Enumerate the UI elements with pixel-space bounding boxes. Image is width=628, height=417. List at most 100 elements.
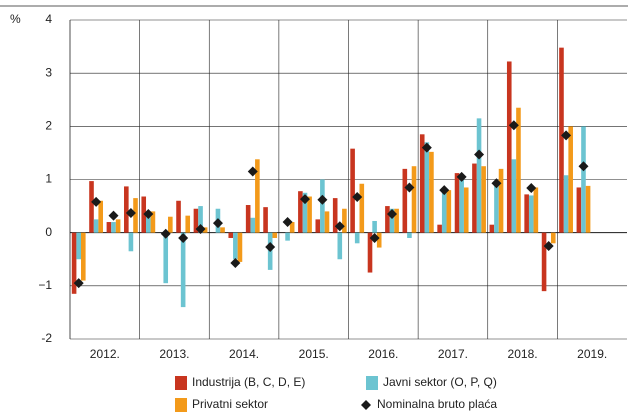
- bar: [202, 227, 208, 233]
- y-tick-label: 2: [45, 119, 52, 133]
- bar: [146, 216, 151, 233]
- bar: [298, 191, 303, 233]
- diamond-marker: [491, 178, 502, 189]
- bar: [419, 134, 425, 233]
- bar: [89, 181, 94, 233]
- x-tick-label: 2017.: [438, 347, 468, 361]
- legend-label: Nominalna bruto plaća: [377, 397, 497, 411]
- diamond-marker: [526, 183, 537, 194]
- bar: [463, 187, 469, 233]
- bar: [528, 195, 534, 233]
- diamond-marker: [352, 192, 363, 203]
- bar: [437, 224, 442, 233]
- bar: [541, 232, 547, 292]
- diamond-marker: [160, 228, 171, 239]
- bar: [585, 185, 591, 233]
- bar: [263, 207, 268, 233]
- diamond-marker: [299, 194, 310, 205]
- y-tick-label: 1: [45, 172, 52, 186]
- bar: [220, 227, 225, 233]
- diamond-marker: [387, 209, 398, 220]
- diamond-marker: [143, 209, 154, 220]
- diamond-marker: [334, 221, 345, 232]
- bar: [359, 183, 365, 233]
- bar: [411, 166, 417, 233]
- bar: [385, 206, 390, 233]
- bar: [324, 211, 330, 233]
- x-tick-label: 2016.: [368, 347, 398, 361]
- diamond-marker: [91, 196, 102, 207]
- bar: [524, 194, 529, 233]
- legend-swatch: [366, 376, 378, 390]
- bar: [237, 232, 243, 262]
- legend-swatch: [175, 398, 187, 412]
- diamond-marker: [543, 240, 554, 251]
- diamond-marker: [421, 142, 432, 153]
- bar: [228, 232, 234, 238]
- bar: [533, 187, 539, 233]
- legend-label: Javni sektor (O, P, Q): [383, 375, 497, 389]
- bar: [176, 200, 181, 233]
- bar: [285, 232, 290, 241]
- bar: [446, 190, 452, 233]
- bar: [498, 168, 504, 233]
- diamond-marker: [456, 171, 467, 182]
- diamond-marker: [439, 185, 450, 196]
- bar: [372, 220, 377, 233]
- bar: [98, 200, 104, 233]
- bar: [289, 222, 295, 233]
- x-tick-label: 2018.: [508, 347, 538, 361]
- bar: [389, 208, 395, 233]
- bar: [424, 142, 430, 233]
- legend-label: Privatni sektor: [192, 397, 268, 411]
- bar: [180, 232, 186, 308]
- bar: [150, 211, 156, 233]
- bar: [454, 173, 460, 233]
- diamond-marker: [125, 207, 136, 218]
- bar: [133, 198, 138, 233]
- bar: [81, 232, 86, 281]
- bar: [332, 198, 338, 233]
- bar: [559, 47, 564, 233]
- legend-label: Industrija (B, C, D, E): [192, 375, 305, 389]
- bar: [494, 184, 499, 233]
- bar: [350, 148, 355, 233]
- legend-swatch: [175, 376, 187, 390]
- diamond-marker: [230, 257, 241, 268]
- bar: [272, 232, 278, 238]
- diamond-marker: [282, 217, 293, 228]
- x-tick-label: 2019.: [577, 347, 607, 361]
- bar: [550, 232, 556, 244]
- diamond-marker: [108, 210, 119, 221]
- diamond-marker: [317, 194, 328, 205]
- bar: [245, 205, 251, 233]
- bar: [402, 168, 408, 233]
- diamond-marker: [369, 232, 380, 243]
- y-unit: %: [10, 12, 21, 26]
- diamond-marker: [73, 278, 84, 289]
- bar: [163, 232, 169, 284]
- bar: [106, 222, 112, 233]
- bar: [315, 219, 321, 233]
- y-tick-label: −1: [38, 278, 52, 292]
- bar: [193, 208, 199, 233]
- x-tick-label: 2014.: [229, 347, 259, 361]
- bar: [568, 126, 573, 233]
- y-tick-label: -2: [41, 331, 52, 345]
- bar: [407, 232, 412, 238]
- y-tick-label: 0: [45, 225, 52, 239]
- bar: [342, 208, 347, 233]
- bar: [441, 190, 447, 233]
- bar: [394, 208, 399, 233]
- bar: [472, 163, 477, 233]
- bar: [168, 216, 173, 233]
- bar: [489, 224, 495, 233]
- bar: [376, 232, 382, 248]
- bar: [516, 107, 521, 233]
- bar: [250, 217, 256, 233]
- diamond-marker: [578, 161, 589, 172]
- bar: [429, 151, 434, 233]
- bar: [71, 232, 77, 294]
- diamond-marker: [178, 232, 189, 243]
